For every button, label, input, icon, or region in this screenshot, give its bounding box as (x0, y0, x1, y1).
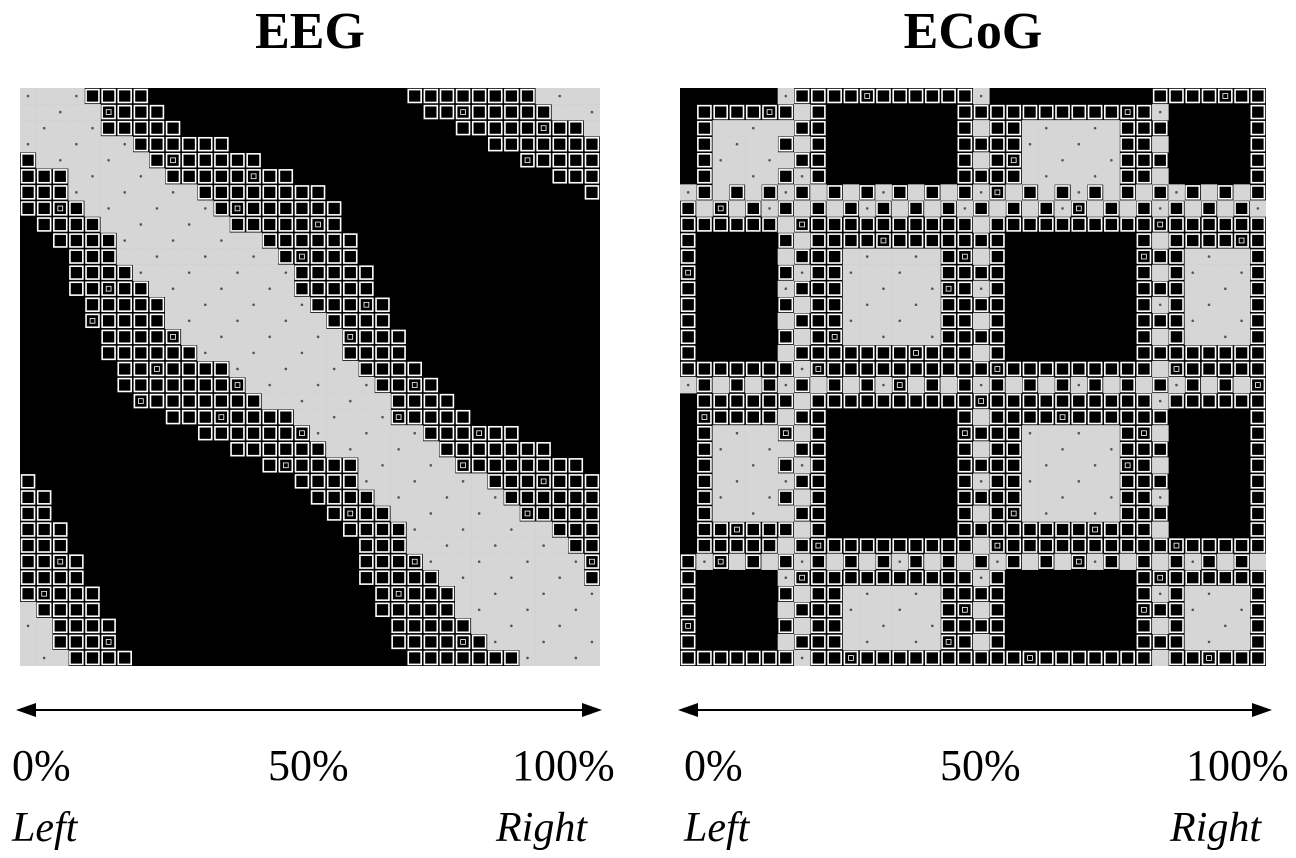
ecog-panel-title: ECoG (903, 3, 1043, 60)
eeg-left-label: Left (12, 805, 78, 851)
eeg-right-label: Right (496, 805, 587, 851)
right-arrowhead-icon (582, 703, 602, 717)
eeg-panel-title: EEG (255, 3, 365, 60)
eeg-double-arrow (14, 698, 604, 722)
ecog-right-label: Right (1170, 805, 1261, 851)
ecog-double-arrow (676, 698, 1274, 722)
ecog-matrix-graphic (680, 88, 1266, 666)
ecog-similarity-matrix (680, 88, 1266, 666)
eeg-tick-0: 0% (12, 741, 71, 790)
eeg-similarity-matrix (20, 88, 600, 666)
ecog-left-label: Left (684, 805, 750, 851)
right-arrowhead-icon (1252, 703, 1272, 717)
left-arrowhead-icon (16, 703, 36, 717)
left-arrowhead-icon (678, 703, 698, 717)
eeg-tick-50: 50% (268, 741, 349, 790)
eeg-matrix-graphic (20, 88, 600, 666)
ecog-tick-100: 100% (1186, 741, 1289, 790)
ecog-tick-0: 0% (684, 741, 743, 790)
eeg-tick-100: 100% (512, 741, 615, 790)
ecog-tick-50: 50% (940, 741, 1021, 790)
